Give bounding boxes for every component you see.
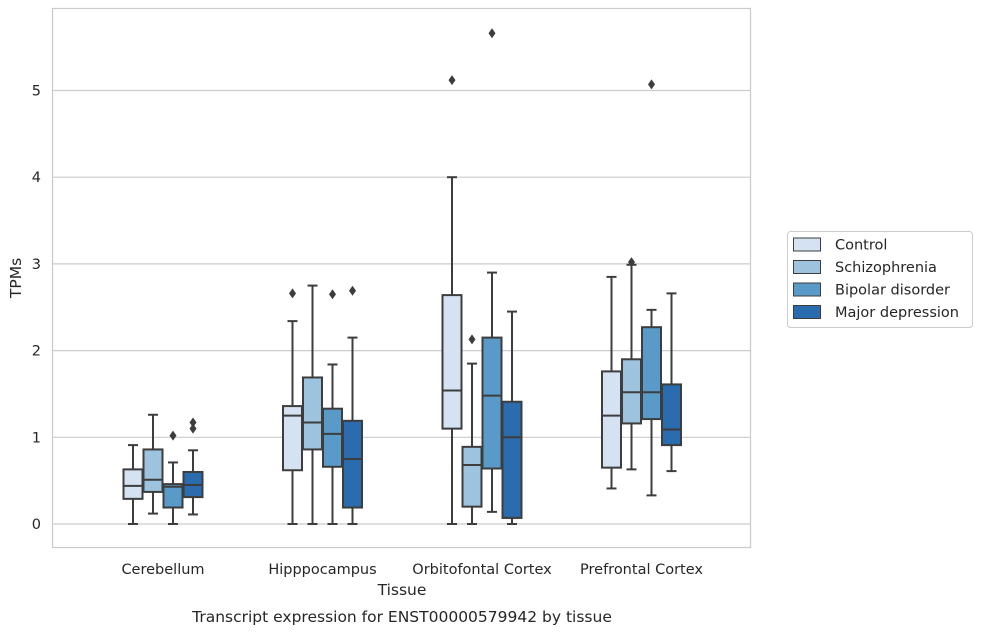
box-layer [122,28,682,525]
x-tick-label: Prefrontal Cortex [580,562,703,578]
outlier-point [628,257,635,268]
chart-caption: Transcript expression for ENST0000057994… [191,608,612,626]
box-0-3 [601,275,622,490]
legend-label: Major depression [835,305,959,321]
box-iqr [641,326,662,421]
box-3-3 [661,292,682,473]
legend-label: Control [835,238,887,254]
box-iqr [661,383,682,447]
x-tick-label: Hipppocampus [268,562,376,578]
box-2-0 [162,430,184,525]
x-axis-label: Tissue [377,581,427,599]
box-2-2 [481,28,503,513]
legend-label: Bipolar disorder [835,283,950,299]
box-3-2 [501,310,523,525]
outlier-point [329,289,336,300]
outlier-point [488,28,496,39]
x-tick-label: Cerebellum [121,562,204,578]
box-3-1 [342,285,363,525]
legend-swatch [793,305,821,319]
plot-frame [51,7,752,549]
legend: Control Schizophrenia Bipolar disorder Majo… [787,231,973,328]
outlier-point [648,79,655,90]
box-3-0 [182,417,204,516]
box-iqr [441,294,463,430]
y-tick-label: 0 [32,517,41,533]
legend-label: Schizophrenia [835,260,937,276]
box-2-1 [322,289,343,525]
y-tick-label: 5 [32,84,41,100]
y-axis-ticks: 0 1 2 3 4 5 [32,84,41,534]
box-iqr [461,445,483,508]
x-tick-label: Orbitofontal Cortex [412,562,552,578]
box-0-0 [122,444,144,525]
box-iqr [601,370,622,469]
y-tick-label: 1 [32,430,41,446]
box-1-3 [621,257,642,471]
box-iqr [302,376,323,451]
outlier-point [468,334,476,345]
outlier-point [189,423,197,434]
box-0-2 [441,75,463,525]
box-iqr [501,400,523,519]
box-0-1 [282,288,303,525]
box-2-3 [641,79,662,497]
y-axis-label: TPMs [7,258,25,299]
box-iqr [122,468,144,500]
legend-swatch [793,260,821,274]
box-1-1 [302,284,323,525]
grid-lines [52,89,751,525]
box-1-0 [142,413,164,515]
box-iqr [342,419,363,509]
box-1-2 [461,334,483,525]
box-iqr [142,448,164,493]
y-tick-label: 4 [32,170,41,186]
box-iqr [481,336,503,470]
outlier-point [448,75,456,86]
legend-swatch [793,282,821,297]
legend-frame [787,231,973,328]
legend-swatch [793,237,821,252]
y-tick-label: 3 [32,257,41,273]
outlier-point [289,288,296,299]
x-axis-ticks: Cerebellum Hipppocampus Orbitofontal Corte… [121,562,703,578]
box-iqr [322,407,343,468]
outlier-point [169,430,177,441]
outlier-point [349,285,356,296]
y-tick-label: 2 [32,344,41,360]
outlier-point [189,417,197,428]
